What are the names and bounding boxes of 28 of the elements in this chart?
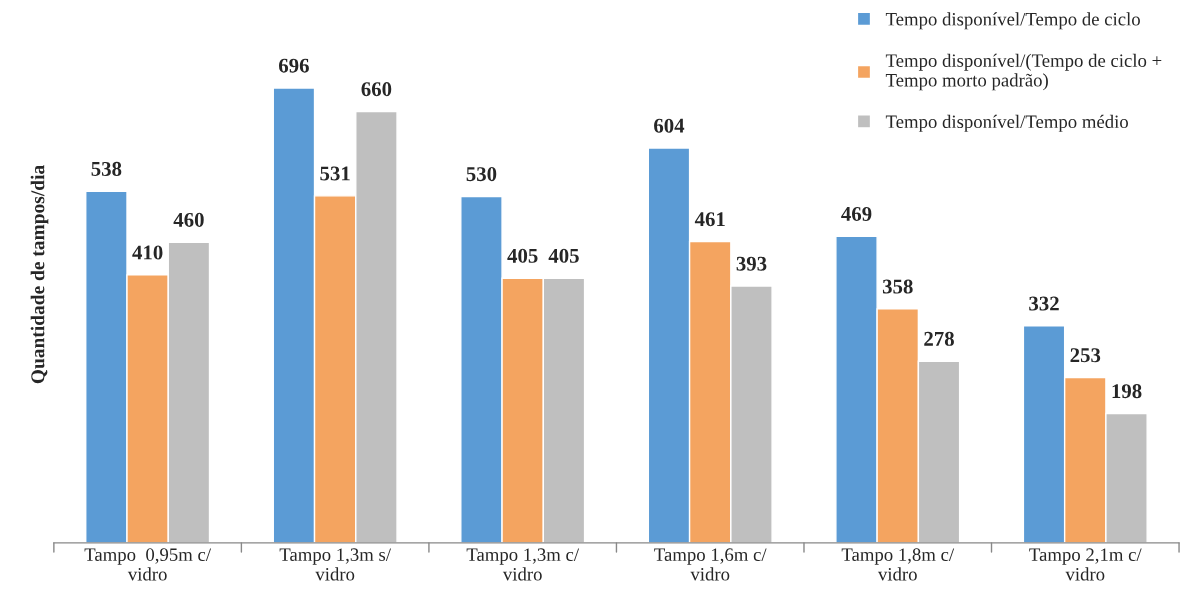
- data-label: 278: [924, 331, 954, 346]
- data-label: 604: [654, 118, 685, 133]
- data-label: 538: [91, 161, 122, 176]
- data-label: 461: [694, 212, 725, 227]
- data-label: 531: [320, 166, 350, 181]
- x-tick-label: Tampo 1,6m c/ vidro: [654, 548, 767, 581]
- legend-label: Tempo disponível/Tempo de ciclo: [885, 12, 1140, 30]
- data-label: 405: [507, 248, 538, 263]
- data-label: 393: [736, 256, 767, 271]
- data-label: 460: [173, 212, 204, 227]
- data-label: 358: [882, 279, 913, 294]
- data-label: 410: [132, 245, 163, 260]
- x-tick-label: Tampo 1,3m s/ vidro: [279, 548, 392, 581]
- legend-label: Tempo disponível/Tempo médio: [885, 114, 1128, 132]
- data-label: 253: [1070, 348, 1101, 363]
- data-label: 332: [1029, 296, 1059, 311]
- data-label: 696: [278, 58, 309, 73]
- legend-label: Tempo disponível/(Tempo de ciclo + Tempo morto padrão): [885, 53, 1162, 91]
- data-label: 469: [841, 207, 872, 222]
- x-tick-label: Tampo 2,1m c/ vidro: [1029, 548, 1142, 581]
- data-label: 660: [361, 82, 392, 97]
- data-label: 530: [466, 167, 497, 182]
- x-tick-label: Tampo 0,95m c/ vidro: [84, 548, 212, 581]
- x-tick-label: Tampo 1,3m c/ vidro: [466, 548, 580, 581]
- y-axis-title: Quantidade de tampos/dia: [30, 165, 49, 384]
- data-label: 405: [548, 248, 579, 263]
- x-tick-label: Tampo 1,8m c/ vidro: [841, 548, 955, 581]
- data-label: 198: [1112, 384, 1142, 399]
